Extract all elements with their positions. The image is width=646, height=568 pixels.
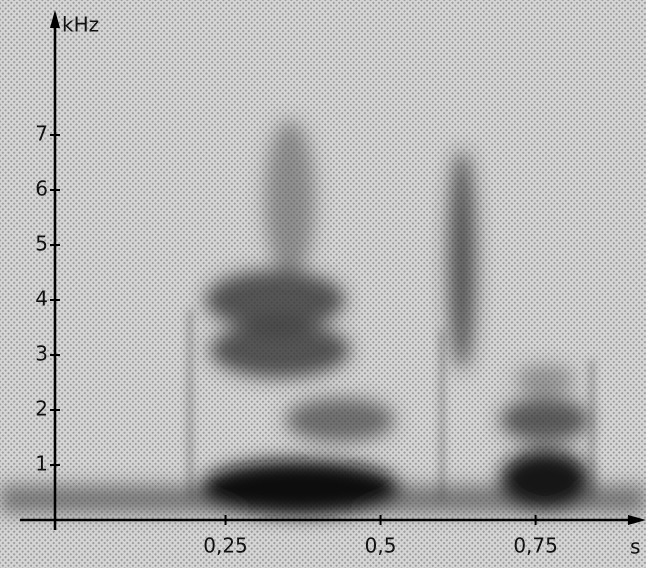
y-tick-label: 5: [35, 232, 48, 256]
y-tick-label: 1: [35, 452, 48, 476]
y-tick-label: 4: [35, 287, 48, 311]
spectrogram-lines: [189, 310, 593, 500]
x-axis-label: s: [630, 535, 640, 559]
spectrogram-energy: [0, 120, 646, 516]
x-tick-label: 0,75: [513, 534, 558, 558]
x-axis-arrow: [628, 515, 646, 525]
y-tick-label: 3: [35, 342, 48, 366]
y-axis-label: kHz: [62, 13, 99, 37]
x-tick-label: 0,5: [365, 534, 397, 558]
y-axis-arrow: [50, 10, 60, 28]
y-tick-label: 6: [35, 177, 48, 201]
y-tick-label: 2: [35, 397, 48, 421]
x-tick-label: 0,25: [203, 534, 248, 558]
y-tick-label: 7: [35, 122, 48, 146]
